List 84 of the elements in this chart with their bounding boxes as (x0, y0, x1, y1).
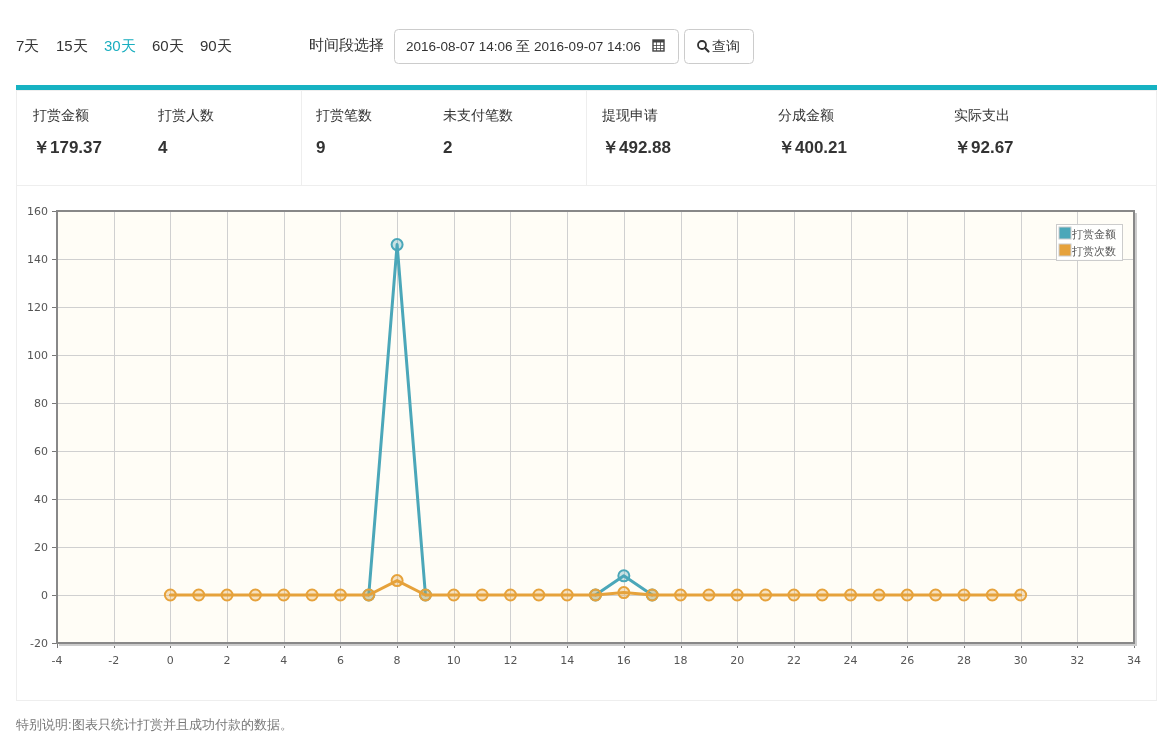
y-tick-label: 160 (27, 205, 48, 218)
point (900, 588, 914, 602)
x-tick-label: 30 (1013, 654, 1028, 667)
point (277, 588, 291, 602)
point (475, 588, 489, 602)
y-tick-label: 80 (34, 397, 48, 410)
x-tick-label: 0 (166, 654, 174, 667)
point (730, 588, 744, 602)
y-tick-label: 100 (27, 349, 48, 362)
point (617, 586, 631, 600)
text: 4 (158, 138, 168, 157)
point (787, 588, 801, 602)
x-tick-label: 18 (673, 654, 688, 667)
text: 30天 (104, 37, 136, 54)
point (532, 588, 546, 602)
text: 90天 (200, 37, 232, 54)
x-tick-label: 22 (786, 654, 801, 667)
x-tick-label: -2 (108, 654, 120, 667)
legend-label: 打赏次数 (1071, 245, 1116, 257)
x-tick-label: 6 (336, 654, 344, 667)
y-tick-label: 60 (34, 445, 48, 458)
point (702, 588, 716, 602)
text: 2016-08-07 14:06 至 2016-09-07 14:06 (406, 39, 641, 54)
x-tick-label: 34 (1127, 654, 1141, 667)
point (759, 588, 773, 602)
text: 分成金额 (778, 107, 834, 123)
x-tick-label: 20 (730, 654, 745, 667)
y-tick-label: 0 (41, 589, 48, 602)
text: 打赏金额 (32, 107, 89, 123)
text: 9 (316, 138, 326, 157)
text: 未支付笔数 (443, 107, 513, 123)
x-tick-label: 28 (956, 654, 971, 667)
text: 2 (443, 138, 453, 157)
x-tick-label: 10 (446, 654, 461, 667)
point (333, 588, 347, 602)
text: 15天 (56, 37, 88, 54)
x-tick-label: 32 (1070, 654, 1085, 667)
x-tick-label: 14 (560, 654, 575, 667)
y-tick-label: 20 (34, 541, 48, 554)
point (163, 588, 177, 602)
point (560, 588, 574, 602)
point (674, 588, 688, 602)
point (390, 238, 404, 252)
y-tick-label: 120 (27, 301, 48, 314)
text: ￥92.67 (954, 138, 1014, 157)
point (390, 574, 404, 588)
point (815, 588, 829, 602)
text: 特别说明:图表只统计打赏并且成功付款的数据。 (16, 717, 293, 732)
text: 打赏人数 (157, 107, 214, 123)
x-tick-label: 24 (843, 654, 858, 667)
x-tick-label: 2 (223, 654, 231, 667)
point (248, 588, 262, 602)
point (844, 588, 858, 602)
x-tick-label: 4 (280, 654, 288, 667)
point (929, 588, 943, 602)
point (305, 588, 319, 602)
x-tick-label: 8 (393, 654, 401, 667)
text: 提现申请 (602, 107, 658, 123)
text: 打赏笔数 (315, 107, 372, 123)
text: 实际支出 (954, 107, 1010, 123)
legend-label: 打赏金额 (1071, 228, 1116, 240)
point (192, 588, 206, 602)
text: ￥179.37 (33, 138, 102, 157)
point (872, 588, 886, 602)
text: 查询 (712, 39, 740, 54)
point (220, 588, 234, 602)
y-tick-label: 40 (34, 493, 48, 506)
text: 时间段选择 (309, 36, 384, 53)
point (503, 588, 517, 602)
point (985, 588, 999, 602)
point (617, 569, 631, 583)
point (1014, 588, 1028, 602)
x-tick-label: 16 (616, 654, 631, 667)
x-tick-label: 12 (503, 654, 518, 667)
point (447, 588, 461, 602)
x-tick-label: -4 (51, 654, 63, 667)
y-tick-label: -20 (30, 637, 48, 650)
text: ￥400.21 (778, 138, 847, 157)
text: 7天 (16, 37, 40, 54)
text: 60天 (152, 37, 184, 54)
point (957, 588, 971, 602)
text: ￥492.88 (602, 138, 671, 157)
x-tick-label: 26 (900, 654, 915, 667)
y-tick-label: 140 (27, 253, 48, 266)
